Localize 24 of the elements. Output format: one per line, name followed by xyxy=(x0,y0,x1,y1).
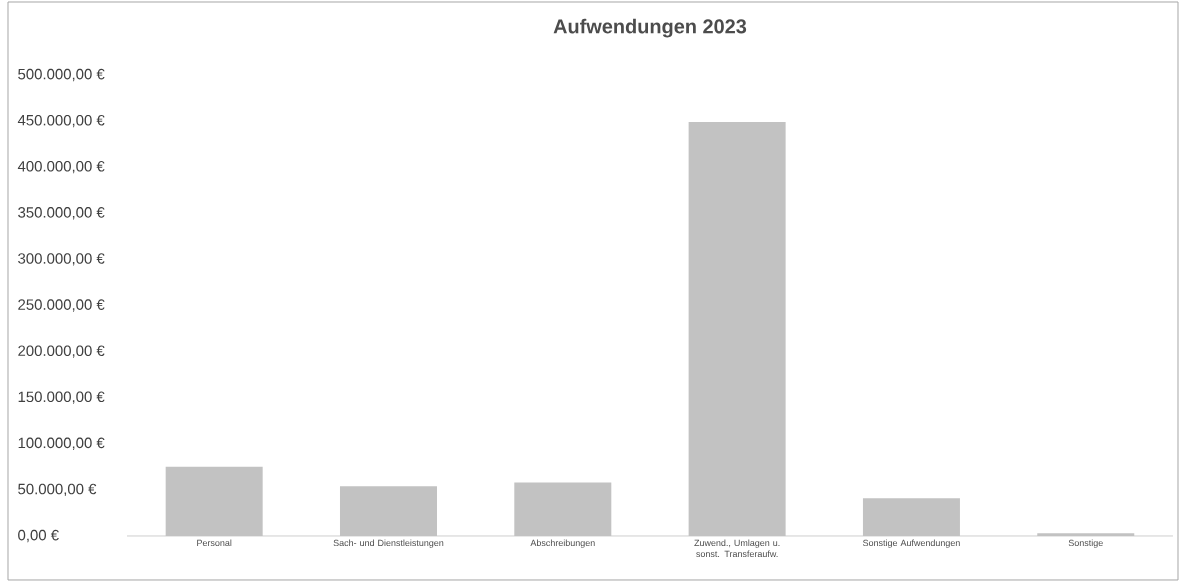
y-tick-label: 350.000,00 € xyxy=(18,207,105,220)
y-tick-label: 300.000,00 € xyxy=(18,253,105,266)
y-tick-label: 150.000,00 € xyxy=(18,391,105,404)
y-tick-label: 100.000,00 € xyxy=(18,437,105,450)
bar xyxy=(165,466,263,536)
y-tick-label: 400.000,00 € xyxy=(17,161,105,174)
bar xyxy=(514,482,612,536)
chart-title: Aufwendungen 2023 xyxy=(553,18,747,38)
y-tick-label: 450.000,00 € xyxy=(17,114,105,128)
x-tick-label: Sonstige Aufwendungen xyxy=(863,539,960,548)
bar xyxy=(1037,533,1135,536)
x-tick-label: Personal xyxy=(197,539,232,547)
x-tick-label: Abschreibungen xyxy=(530,539,595,548)
y-tick-label: 200.000,00 € xyxy=(18,345,105,358)
x-tick-label: Zuwend., Umlagen u. sonst. Transferaufw. xyxy=(694,539,780,558)
bar xyxy=(339,486,437,536)
y-tick-label: 500.000,00 € xyxy=(18,68,105,82)
bar xyxy=(862,498,960,536)
y-tick-label: 250.000,00 € xyxy=(18,299,105,312)
y-tick-label: 0,00 € xyxy=(18,529,59,543)
bar xyxy=(688,122,786,536)
x-tick-label: Sach- und Dienstleistungen xyxy=(333,539,444,548)
y-tick-label: 50.000,00 € xyxy=(18,483,97,497)
x-tick-label: Sonstige xyxy=(1068,539,1103,548)
